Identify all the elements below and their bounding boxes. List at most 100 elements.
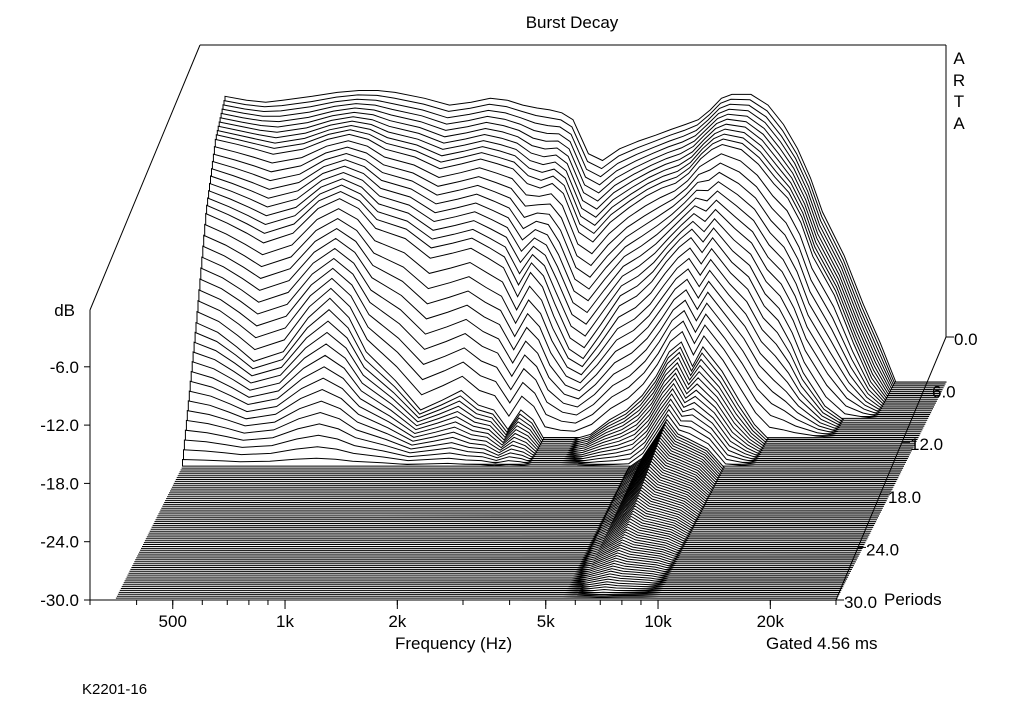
measurement-id: K2201-16 <box>82 681 148 698</box>
decay-slice <box>131 554 853 569</box>
decay-slice <box>119 586 842 592</box>
decay-slice <box>123 575 846 584</box>
y-tick-label: -30.0 <box>40 591 79 610</box>
x-axis-label: Frequency (Hz) <box>395 634 513 653</box>
decay-slice <box>130 557 852 571</box>
decay-slice <box>126 568 849 578</box>
decay-slice <box>122 578 845 586</box>
decay-slice <box>159 479 881 513</box>
decay-slice <box>143 521 866 544</box>
decay-slice <box>167 458 889 498</box>
x-tick-label: 2k <box>388 612 406 631</box>
x-tick-label: 1k <box>276 612 294 631</box>
decay-slice <box>152 497 875 527</box>
gating-annotation: Gated 4.56 ms <box>766 634 878 653</box>
decay-slice <box>180 421 903 471</box>
decay-slice <box>171 444 894 488</box>
x-tick-label: 10k <box>644 612 672 631</box>
decay-slice <box>160 476 882 511</box>
decay-slice <box>140 531 862 551</box>
decay-slice <box>183 403 906 463</box>
chart-title: Burst Decay <box>525 13 619 32</box>
decay-slice <box>169 450 892 492</box>
decay-slice <box>135 544 857 561</box>
decay-slice <box>151 499 874 528</box>
decay-slice <box>121 581 844 588</box>
decay-slice <box>166 460 888 500</box>
decay-slice <box>157 484 879 517</box>
z-axis: 0.0 6.0 12.0 18.0 24.0 30.0 <box>836 330 978 612</box>
decay-slice <box>125 570 848 580</box>
decay-slice <box>138 536 860 555</box>
x-tick-label: 20k <box>757 612 785 631</box>
decay-slice <box>178 426 901 475</box>
decay-slice <box>176 431 899 479</box>
decay-slice <box>129 560 851 572</box>
x-tick-label: 5k <box>537 612 555 631</box>
decay-slice <box>165 463 887 502</box>
decay-slice <box>118 588 841 594</box>
decay-slice <box>141 526 864 548</box>
decay-slice <box>177 429 900 477</box>
decay-slice <box>164 465 886 504</box>
watermark-letter: T <box>953 92 965 111</box>
y-tick-label: -18.0 <box>40 474 79 493</box>
y-axis: dB -6.0 -12.0 -18.0 -24.0 -30.0 <box>40 301 90 610</box>
decay-slice <box>155 489 877 521</box>
decay-slice <box>117 591 840 595</box>
decay-slice <box>182 413 904 467</box>
decay-slice <box>167 455 890 496</box>
decay-slice <box>142 523 865 546</box>
decay-slice <box>158 481 880 515</box>
z-tick-label: 12.0 <box>910 435 943 454</box>
left-wall-top-edge <box>89 44 201 311</box>
decay-slice <box>163 468 885 506</box>
decay-slice <box>175 434 898 481</box>
z-tick-label: 6.0 <box>932 383 956 402</box>
watermark-letter: R <box>952 70 966 90</box>
decay-slice <box>156 486 878 519</box>
decay-slice <box>174 437 897 483</box>
decay-slice <box>140 528 863 550</box>
x-axis: 500 1k 2k 5k 10k 20k <box>89 600 837 631</box>
z-axis-unit-label: Periods <box>884 590 942 609</box>
z-tick-label: 18.0 <box>888 488 921 507</box>
y-tick-label: -12.0 <box>40 416 79 435</box>
decay-slice <box>120 583 843 590</box>
y-tick-label: -6.0 <box>50 358 79 377</box>
z-tick-label: 24.0 <box>866 540 899 559</box>
decay-slice <box>128 562 850 574</box>
decay-slice <box>154 492 877 523</box>
decay-slice <box>168 452 891 494</box>
y-tick-label: -24.0 <box>40 533 79 552</box>
decay-slice <box>150 502 873 530</box>
decay-slice <box>133 549 855 565</box>
watermark-letter: A <box>953 49 965 68</box>
watermark-letter: A <box>953 113 965 133</box>
decay-slice <box>146 513 869 538</box>
decay-slice <box>115 596 838 599</box>
decay-slice <box>181 418 904 469</box>
decay-slice <box>162 471 884 507</box>
decay-slice <box>127 565 849 576</box>
decay-slice <box>161 473 883 509</box>
decay-slice <box>184 398 907 462</box>
decay-slice <box>147 510 870 536</box>
z-tick-label: 30.0 <box>844 593 877 612</box>
decay-slice <box>149 505 872 532</box>
decay-slice <box>136 541 858 559</box>
x-tick-label: 500 <box>159 612 187 631</box>
decay-slice <box>132 552 854 567</box>
decay-slice <box>124 573 847 582</box>
y-axis-label: dB <box>54 301 75 320</box>
decay-slice <box>179 423 902 473</box>
decay-slice <box>173 439 896 485</box>
decay-slice <box>139 534 861 553</box>
decay-slice <box>134 547 856 563</box>
waterfall-surface <box>114 90 947 601</box>
decay-slice <box>183 408 905 465</box>
z-tick-label: 0.0 <box>954 330 978 349</box>
decay-slice <box>116 594 839 597</box>
